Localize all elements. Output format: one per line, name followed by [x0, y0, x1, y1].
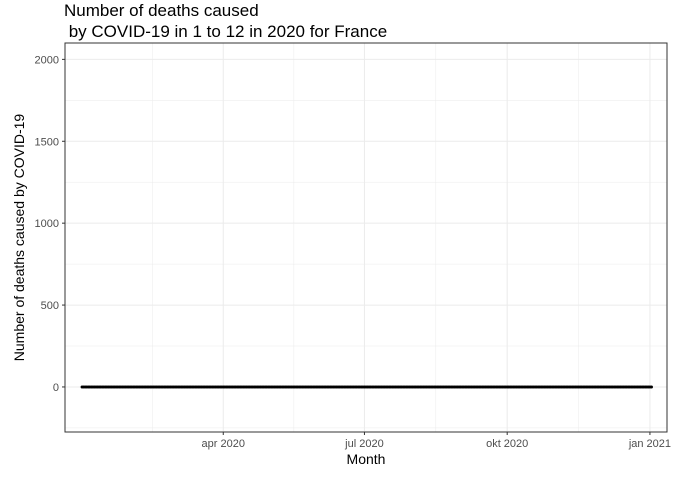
- x-tick-label: jan 2021: [628, 438, 671, 450]
- chart-title: Number of deaths caused by COVID-19 in 1…: [64, 1, 387, 41]
- y-tick-label: 0: [53, 382, 59, 394]
- series-deaths: [80, 385, 653, 389]
- y-axis-label: Number of deaths caused by COVID-19: [11, 114, 27, 362]
- y-tick-label: 2000: [35, 54, 59, 66]
- chart-title-line-2: by COVID-19 in 1 to 12 in 2020 for Franc…: [64, 22, 387, 41]
- chart-title-line-1: Number of deaths caused: [64, 1, 259, 20]
- y-tick-label: 1000: [35, 218, 59, 230]
- plot-panel: [65, 43, 667, 432]
- x-tick-label: apr 2020: [202, 438, 245, 450]
- grid-lines: [65, 43, 667, 432]
- panel-border: [64, 42, 668, 433]
- y-tick-label: 1500: [35, 136, 59, 148]
- data-point: [649, 385, 653, 389]
- y-tick-label: 500: [41, 300, 59, 312]
- x-axis-label: Month: [347, 451, 386, 467]
- x-tick-label: jul 2020: [344, 438, 384, 450]
- x-tick-label: okt 2020: [486, 438, 528, 450]
